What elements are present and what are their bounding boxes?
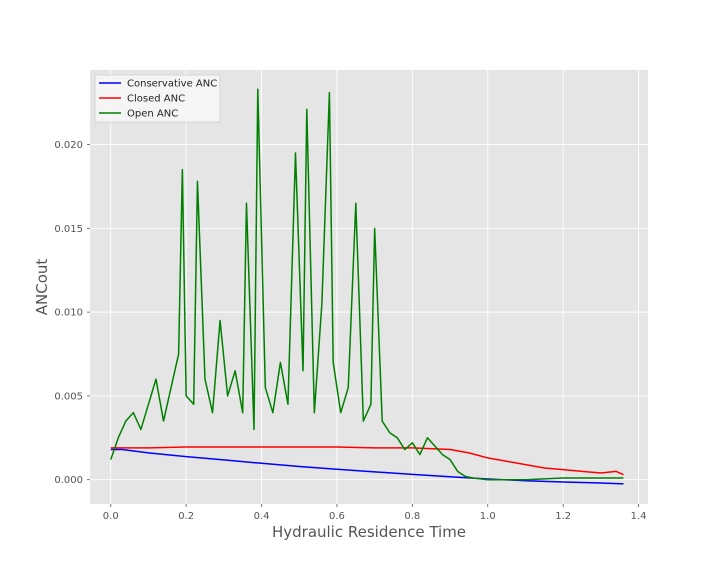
legend-box xyxy=(94,74,221,123)
y-tick-label: 0.015 xyxy=(54,224,83,235)
series-line-conservative-anc xyxy=(110,448,624,485)
series-line-closed-anc xyxy=(110,446,624,476)
legend: Conservative ANC Closed ANC Open ANC xyxy=(94,74,221,123)
x-tick-label: 0.4 xyxy=(254,511,270,522)
y-tick-label: 0.010 xyxy=(54,308,83,319)
legend-label-open-anc: Open ANC xyxy=(127,109,178,120)
x-tick-label: 0.2 xyxy=(178,511,194,522)
y-tick-label: 0.005 xyxy=(54,391,83,402)
y-axis-label: ANCout xyxy=(33,259,51,316)
x-tick-label: 0.0 xyxy=(103,511,119,522)
legend-label-conservative-anc: Conservative ANC xyxy=(127,79,217,90)
x-axis-label: Hydraulic Residence Time xyxy=(272,523,466,541)
x-tick-label: 1.2 xyxy=(555,511,571,522)
x-tick-label: 0.6 xyxy=(329,511,345,522)
y-tick-label: 0.020 xyxy=(54,140,83,151)
data-series xyxy=(110,88,624,485)
x-tick-label: 0.8 xyxy=(404,511,420,522)
y-tick-label: 0.000 xyxy=(54,475,83,486)
x-tick-label: 1.4 xyxy=(631,511,647,522)
x-tick-label: 1.0 xyxy=(480,511,496,522)
axis-ticks: 0.0 0.2 0.4 0.6 0.8 1.0 1.2 1.4 0.000 0.005 0.010 0… xyxy=(54,140,646,522)
series-line-open-anc xyxy=(110,88,624,481)
legend-label-closed-anc: Closed ANC xyxy=(127,94,185,105)
plot-background xyxy=(90,70,648,504)
